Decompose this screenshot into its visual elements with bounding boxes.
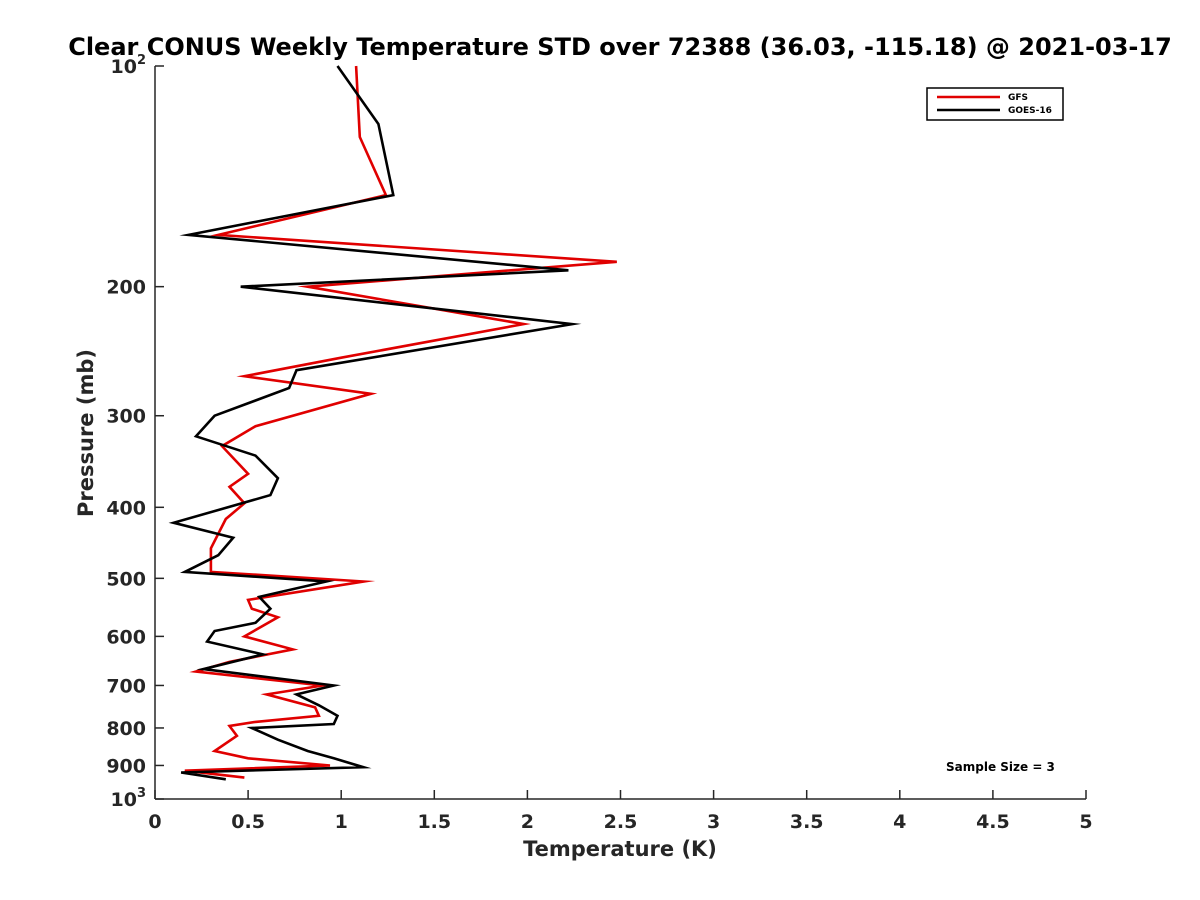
y-tick-label: 400 — [106, 497, 146, 519]
x-tick-label: 4.5 — [976, 811, 1010, 833]
y-tick-label: 600 — [106, 626, 146, 648]
y-tick-label: 300 — [106, 406, 146, 428]
x-tick-label: 5 — [1079, 811, 1092, 833]
x-tick-label: 2 — [521, 811, 534, 833]
y-ticks: 102 200 300 400 500 600 700 800 900 103 — [106, 53, 164, 811]
y-tick-label: 200 — [106, 277, 146, 299]
legend-box — [926, 87, 1064, 121]
legend-label-gfs: GFS — [1008, 93, 1028, 103]
chart-title: Clear CONUS Weekly Temperature STD over … — [68, 33, 1172, 61]
x-ticks: 0 0.5 1 1.5 2 2.5 3 3.5 4 4.5 5 — [148, 790, 1093, 833]
y-tick-label: 103 — [111, 786, 147, 811]
series-line-gfs — [184, 65, 617, 779]
y-tick-label: 102 — [111, 53, 147, 78]
series-line-goes-16 — [168, 65, 582, 781]
series-layer — [168, 65, 617, 781]
y-tick-label: 700 — [106, 675, 146, 697]
x-tick-label: 2.5 — [604, 811, 638, 833]
x-tick-label: 3 — [707, 811, 720, 833]
y-axis-label: Pressure (mb) — [74, 349, 98, 517]
x-tick-label: 1.5 — [417, 811, 451, 833]
y-tick-label: 900 — [106, 755, 146, 777]
y-tick-label: 500 — [106, 568, 146, 590]
x-tick-label: 0 — [148, 811, 161, 833]
legend: GFS GOES-16 — [926, 87, 1064, 121]
x-tick-label: 3.5 — [790, 811, 824, 833]
x-tick-label: 1 — [335, 811, 348, 833]
legend-label-goes: GOES-16 — [1008, 106, 1052, 116]
x-axis-label: Temperature (K) — [523, 837, 717, 861]
x-tick-label: 0.5 — [231, 811, 265, 833]
x-tick-label: 4 — [893, 811, 906, 833]
sample-size-annotation: Sample Size = 3 — [946, 760, 1055, 774]
y-tick-label: 800 — [106, 718, 146, 740]
